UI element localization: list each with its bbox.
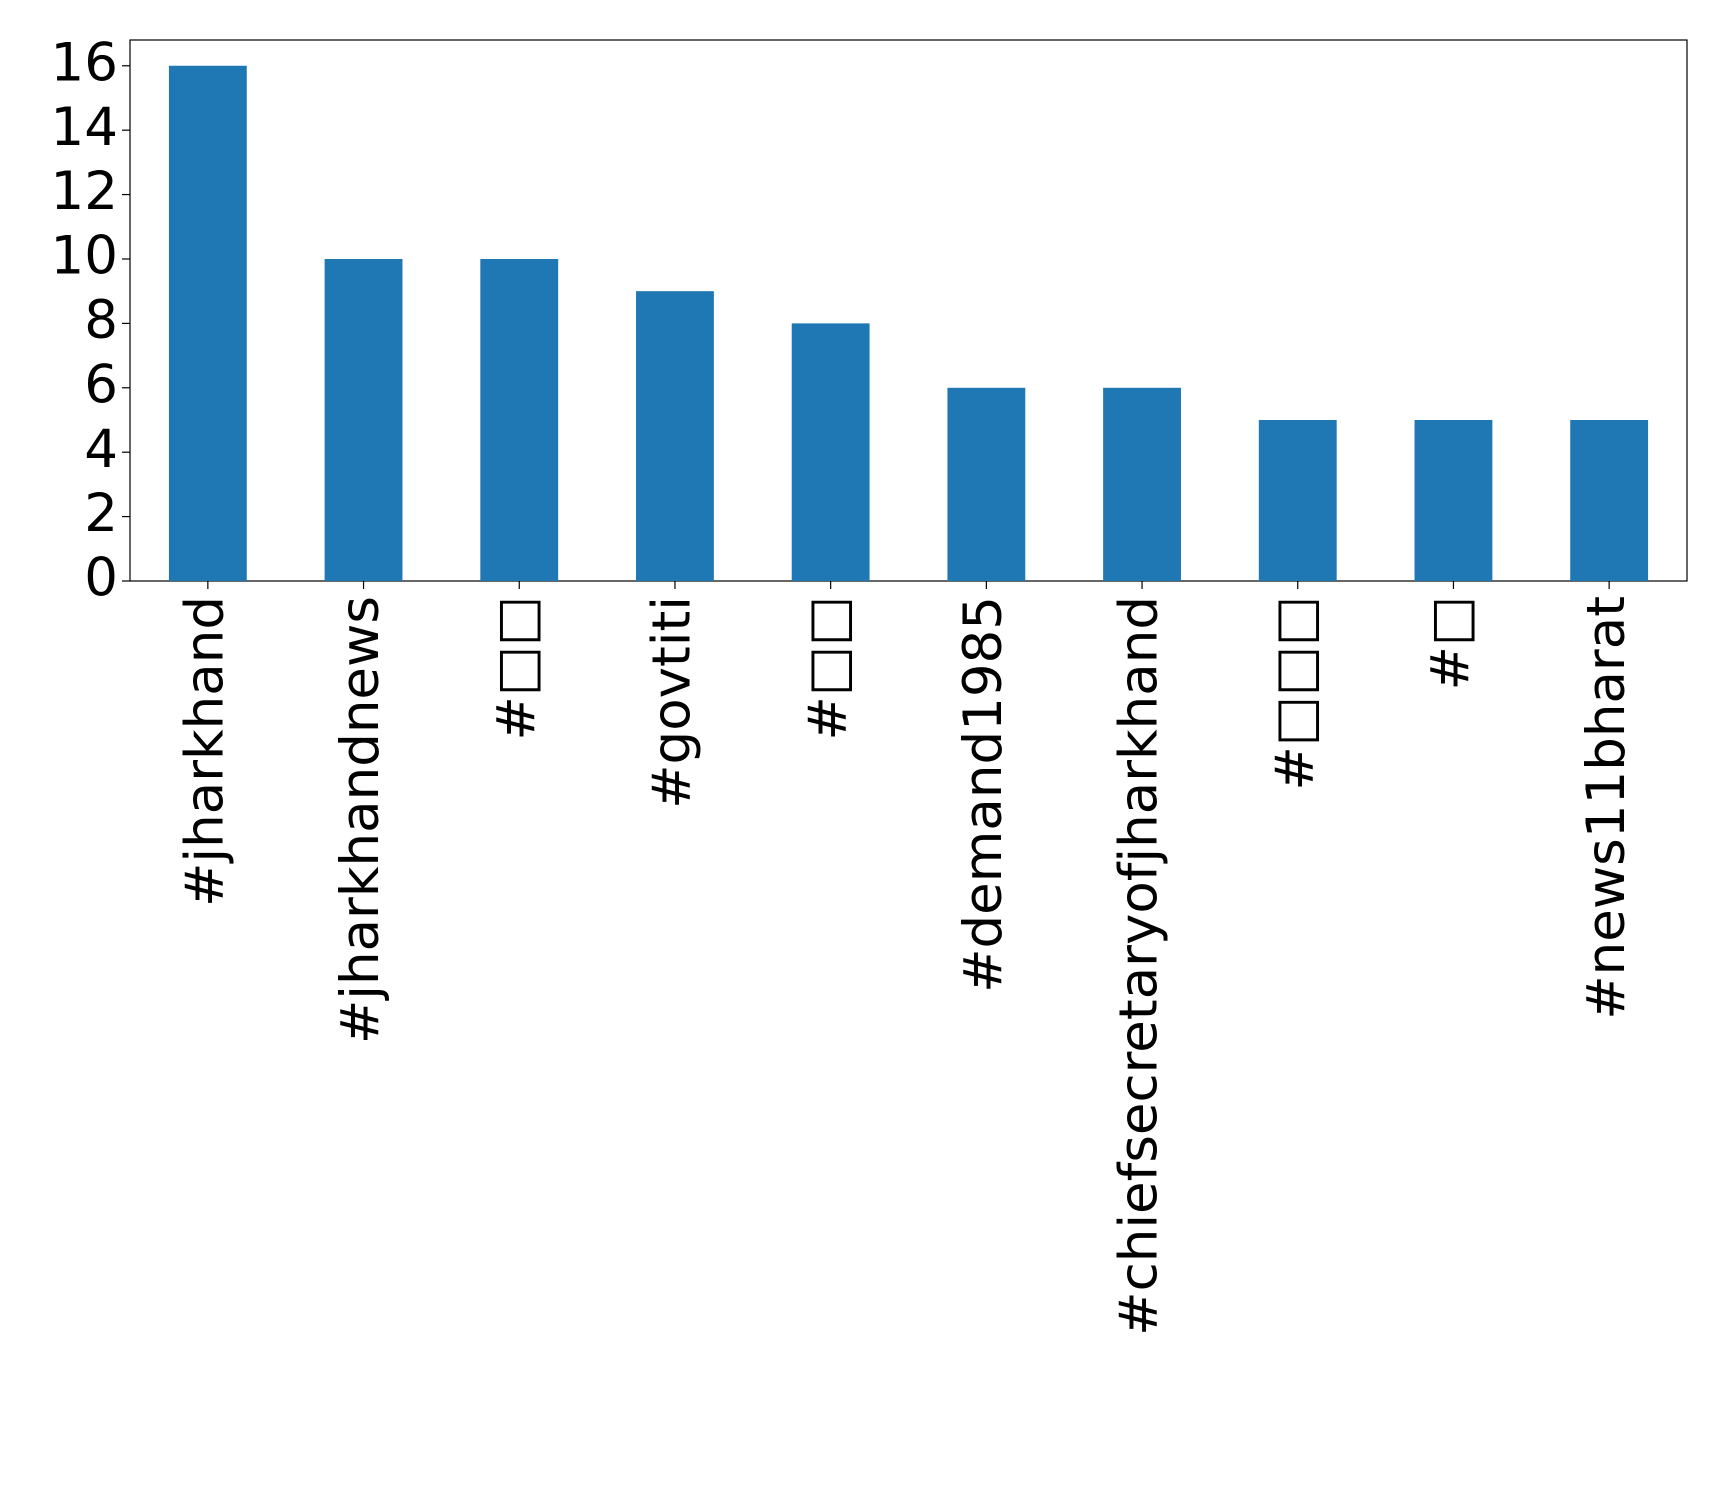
bar [168,65,247,581]
x-tick-label: #□□□ [1264,596,1325,791]
plot-frame [129,39,1688,582]
y-tick-label: 4 [84,419,118,480]
bar [1570,419,1649,581]
bar [1103,387,1181,581]
x-tick-label: #govtiti [642,596,703,809]
x-tick-label: #jharkhandnews [330,596,391,1044]
y-tick-label: 10 [51,226,118,287]
y-tick-label: 16 [51,32,118,93]
x-tick-label: #demand1985 [953,596,1014,993]
y-tick-label: 8 [84,290,118,351]
y-tick-label: 0 [84,548,118,609]
x-tick-label: #□□ [797,596,858,741]
x-tick-label: #chiefsecretaryofjharkhand [1109,596,1170,1336]
x-tick-label: #news11bharat [1576,596,1637,1020]
x-tick-label: #□□ [486,596,547,741]
bar [636,291,714,581]
bar [1258,419,1337,581]
bar [947,387,1026,581]
y-tick-label: 12 [51,161,118,222]
y-tick-label: 6 [84,354,118,415]
x-tick-label: #jharkhand [174,596,235,907]
y-tick-label: 2 [84,483,118,544]
bar [324,258,403,581]
bar [791,323,870,581]
x-tick-label: #□ [1420,596,1481,690]
bar [1414,419,1493,581]
bar [480,258,559,581]
y-tick-label: 14 [51,97,118,158]
